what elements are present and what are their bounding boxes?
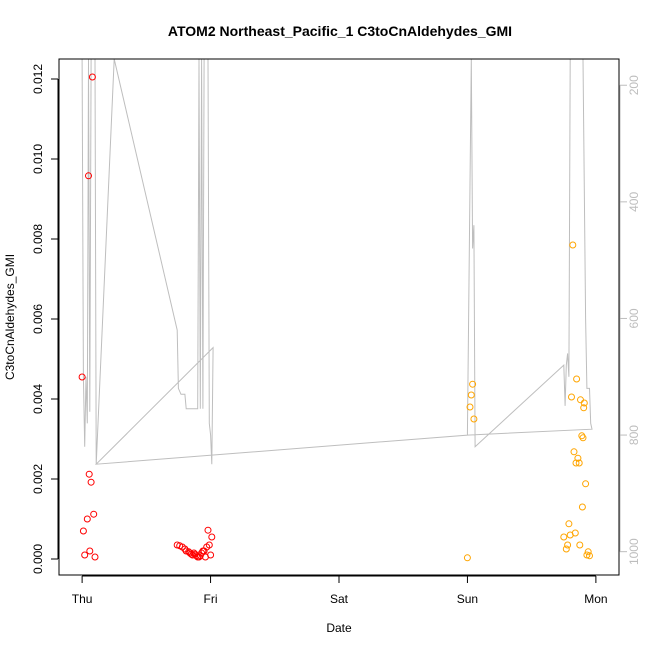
data-point bbox=[85, 470, 93, 478]
data-point bbox=[79, 527, 87, 535]
x-tick-label: Fri bbox=[204, 592, 218, 606]
data-point bbox=[568, 393, 575, 401]
data-point bbox=[470, 415, 478, 423]
x-tick-label: Sun bbox=[457, 592, 478, 606]
y2-tick-label: 1000 bbox=[627, 538, 641, 565]
data-point bbox=[570, 448, 578, 456]
data-point bbox=[469, 380, 477, 388]
y2-tick-label: 800 bbox=[627, 425, 641, 445]
data-point bbox=[85, 172, 92, 180]
x-axis-label: Date bbox=[326, 621, 352, 635]
y-tick-label: 0.008 bbox=[31, 224, 45, 254]
data-point bbox=[204, 526, 212, 534]
data-point bbox=[88, 73, 96, 81]
data-point bbox=[466, 403, 474, 411]
data-point bbox=[81, 551, 89, 559]
data-point bbox=[565, 520, 573, 528]
data-point bbox=[90, 510, 98, 518]
data-point bbox=[579, 434, 587, 442]
x-tick-label: Mon bbox=[584, 592, 607, 606]
x-tick-label: Sat bbox=[330, 592, 349, 606]
data-point bbox=[86, 547, 94, 555]
chart-title: ATOM2 Northeast_Pacific_1 C3toCnAldehyde… bbox=[168, 23, 512, 39]
y-tick-label: 0.000 bbox=[31, 544, 45, 574]
x-tick-label: Thu bbox=[72, 592, 93, 606]
y-tick-label: 0.012 bbox=[31, 64, 45, 94]
y2-tick-label: 400 bbox=[627, 192, 641, 212]
y-axis-label: C3toCnAldehydes_GMI bbox=[3, 254, 17, 380]
data-point bbox=[78, 373, 86, 381]
plot-frame bbox=[58, 58, 620, 576]
data-point bbox=[467, 391, 475, 399]
data-point bbox=[207, 551, 215, 559]
points-layer bbox=[78, 73, 593, 562]
data-point bbox=[582, 480, 590, 488]
data-point bbox=[208, 533, 216, 541]
data-point bbox=[569, 241, 577, 249]
data-point bbox=[560, 533, 568, 541]
data-point bbox=[573, 375, 581, 383]
data-point bbox=[586, 552, 593, 560]
data-point bbox=[575, 459, 583, 467]
y-tick-label: 0.006 bbox=[31, 304, 45, 334]
data-point bbox=[562, 545, 570, 553]
y2-tick-label: 200 bbox=[627, 75, 641, 95]
data-point bbox=[571, 529, 579, 537]
data-point bbox=[83, 515, 91, 523]
axes-layer: Thu Fri Sat Sun Mon 0.000 0.002 0.004 0.006 0.008… bbox=[31, 64, 641, 606]
data-point bbox=[572, 459, 580, 467]
data-point bbox=[578, 503, 586, 511]
data-point bbox=[580, 404, 588, 412]
data-point bbox=[87, 478, 95, 486]
y-tick-label: 0.004 bbox=[31, 384, 45, 414]
data-point bbox=[91, 553, 99, 561]
data-point bbox=[463, 554, 471, 562]
y2-tick-label: 600 bbox=[627, 308, 641, 328]
data-point bbox=[584, 548, 592, 556]
data-point bbox=[564, 541, 572, 549]
y-tick-label: 0.010 bbox=[31, 144, 45, 174]
data-point bbox=[580, 399, 588, 407]
data-point bbox=[205, 541, 213, 549]
data-point bbox=[574, 454, 582, 462]
data-point bbox=[576, 541, 584, 549]
y-tick-label: 0.002 bbox=[31, 464, 45, 494]
